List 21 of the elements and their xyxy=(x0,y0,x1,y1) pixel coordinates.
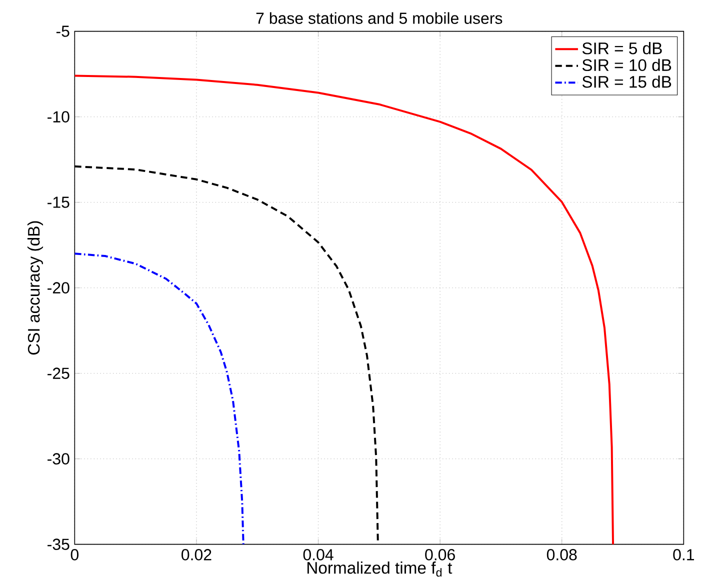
y-tick-label: -25 xyxy=(48,368,70,379)
y-tick-label: -20 xyxy=(48,282,70,294)
y-tick-label: -10 xyxy=(48,111,70,122)
line-series xyxy=(74,74,614,544)
legend-label: SIR = 5 dB xyxy=(582,42,662,54)
x-axis-title: Normalized time f$_{d}$ t xyxy=(307,561,452,577)
y-tick-label: -30 xyxy=(48,453,70,464)
legend-label: SIR = 10 dB xyxy=(582,58,672,71)
legend-label: SIR = 15 dB xyxy=(582,75,672,88)
x-tick-label: 0.02 xyxy=(182,548,212,560)
line-series xyxy=(74,252,244,544)
y-tick-label: -15 xyxy=(48,196,70,208)
y-axis-title: CSI accuracy (dB) xyxy=(27,221,44,355)
y-tick-label: -35 xyxy=(48,538,70,550)
x-tick-label: 0.08 xyxy=(546,548,577,560)
y-tick-label: -5 xyxy=(56,26,70,37)
x-tick-label: 0 xyxy=(70,548,79,560)
x-tick-label: 0.04 xyxy=(303,548,334,560)
x-tick-label: 0.06 xyxy=(425,548,455,560)
chart-title: 7 base stations and 5 mobile users xyxy=(256,12,502,24)
x-tick-label: 0.1 xyxy=(673,548,694,560)
